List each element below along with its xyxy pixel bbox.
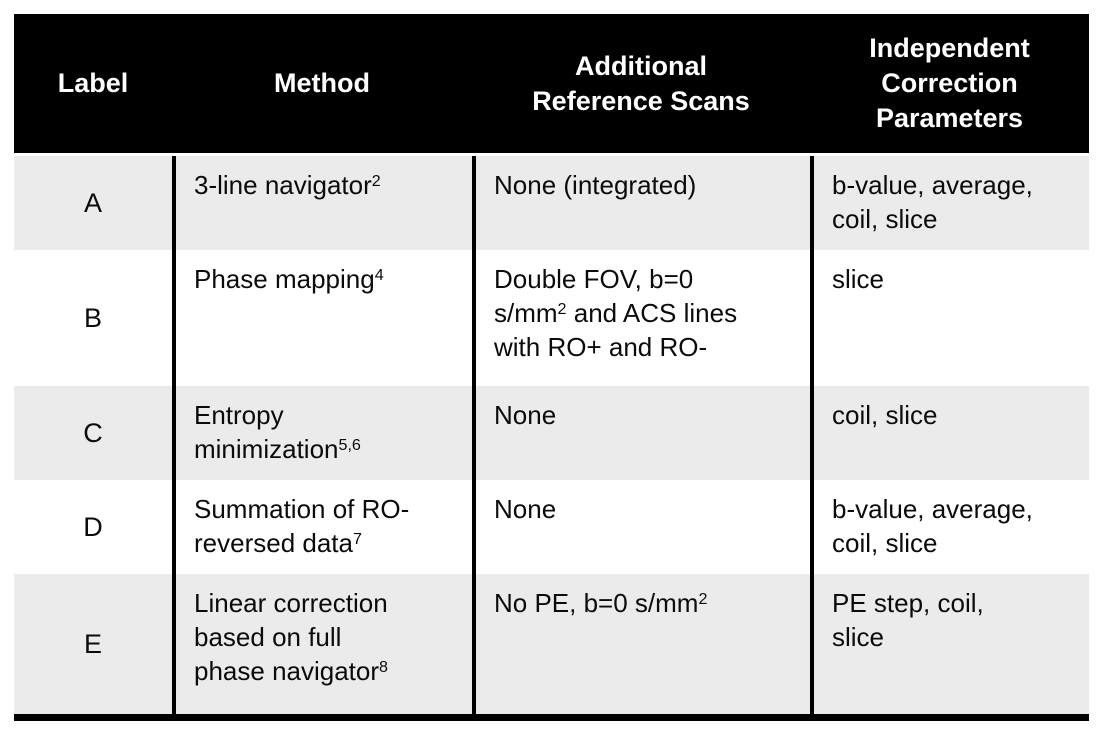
cell-method: Entropy minimization5,6 bbox=[172, 386, 472, 480]
cell-label: B bbox=[83, 303, 102, 333]
cell-reference-scans: None bbox=[472, 480, 810, 574]
cell-label: A bbox=[83, 188, 102, 218]
cell-method: Summation of RO-reversed data7 bbox=[172, 480, 472, 574]
cell-method: Phase mapping4 bbox=[172, 250, 472, 386]
header-correction-parameters-text: Independent Correction Parameters bbox=[869, 33, 1030, 133]
cell-method: Linear correction based on full phase navi… bbox=[172, 574, 472, 714]
cell-correction-parameters: PE step, coil, slice bbox=[810, 574, 1089, 714]
cell-label: D bbox=[83, 512, 103, 542]
cell-reference-scans: None (integrated) bbox=[472, 156, 810, 250]
table-row-d: D Summation of RO-reversed data7 None b-… bbox=[14, 480, 1089, 574]
header-method-text: Method bbox=[274, 68, 370, 98]
header-divider-gap bbox=[14, 153, 1089, 156]
header-cell-correction-parameters: Independent Correction Parameters bbox=[810, 14, 1089, 153]
cell-reference-scans: Double FOV, b=0 s/mm2 and ACS lines with R… bbox=[472, 250, 810, 386]
table-row-b: B Phase mapping4 Double FOV, b=0 s/mm2 an… bbox=[14, 250, 1089, 386]
header-cell-reference-scans: Additional Reference Scans bbox=[472, 14, 810, 153]
cell-correction-parameters: coil, slice bbox=[810, 386, 1089, 480]
cell-correction-parameters: b-value, average, coil, slice bbox=[810, 156, 1089, 250]
cell-reference-scans: No PE, b=0 s/mm2 bbox=[472, 574, 810, 714]
table-row-c: C Entropy minimization5,6 None coil, slic… bbox=[14, 386, 1089, 480]
table-header: Label Method Additional Reference Scans I… bbox=[14, 14, 1089, 153]
table-row-e: E Linear correction based on full phase na… bbox=[14, 574, 1089, 714]
header-cell-label: Label bbox=[14, 14, 172, 153]
cell-method: 3-line navigator2 bbox=[172, 156, 472, 250]
cell-correction-parameters: slice bbox=[810, 250, 1089, 386]
table-bottom-border bbox=[14, 714, 1089, 721]
table-row-a: A 3-line navigator2 None (integrated) b-… bbox=[14, 156, 1089, 250]
cell-reference-scans: None bbox=[472, 386, 810, 480]
methods-table: Label Method Additional Reference Scans I… bbox=[14, 14, 1089, 721]
header-cell-method: Method bbox=[172, 14, 472, 153]
cell-label: C bbox=[83, 418, 103, 448]
header-reference-scans-text: Additional Reference Scans bbox=[532, 50, 750, 116]
cell-correction-parameters: b-value, average, coil, slice bbox=[810, 480, 1089, 574]
cell-label: E bbox=[83, 629, 102, 659]
header-label-text: Label bbox=[57, 68, 129, 98]
